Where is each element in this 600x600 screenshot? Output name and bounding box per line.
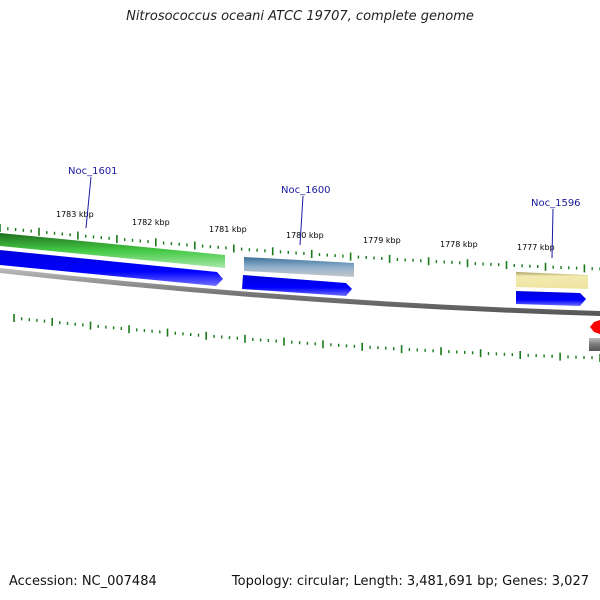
gene-band-noc-1600[interactable] <box>244 257 354 277</box>
upper-scale-ticks <box>0 224 600 273</box>
tick-label-1777: 1777 kbp <box>517 243 555 252</box>
tick-label-1781: 1781 kbp <box>209 225 247 234</box>
tick-label-1779: 1779 kbp <box>363 236 401 245</box>
gene-label-noc-1596[interactable]: Noc_1596 <box>531 198 581 209</box>
cds-arrow-3[interactable] <box>516 291 586 306</box>
gene-label-noc-1601[interactable]: Noc_1601 <box>68 166 118 177</box>
genome-backbone <box>0 268 600 316</box>
gray-feature-marker[interactable] <box>589 338 600 351</box>
tick-label-1782: 1782 kbp <box>132 218 170 227</box>
tick-label-1783: 1783 kbp <box>56 210 94 219</box>
page-title: Nitrosococcus oceani ATCC 19707, complet… <box>126 9 474 24</box>
leader-line-noc-1596 <box>551 208 554 259</box>
gene-band-noc-1596[interactable] <box>516 272 588 289</box>
tick-label-1778: 1778 kbp <box>440 240 478 249</box>
tick-label-1780: 1780 kbp <box>286 231 324 240</box>
leader-line-noc-1601 <box>85 176 92 229</box>
lower-scale-ticks <box>13 314 600 362</box>
leader-line-noc-1600 <box>299 195 304 246</box>
cds-arrow-1[interactable] <box>0 250 223 286</box>
red-feature-marker[interactable] <box>590 320 600 334</box>
gene-label-noc-1600[interactable]: Noc_1600 <box>281 185 331 196</box>
cds-arrow-2[interactable] <box>242 275 352 296</box>
genome-summary: Topology: circular; Length: 3,481,691 bp… <box>231 574 589 589</box>
gene-band-noc-1601[interactable] <box>0 233 225 268</box>
accession-label: Accession: NC_007484 <box>9 574 157 589</box>
